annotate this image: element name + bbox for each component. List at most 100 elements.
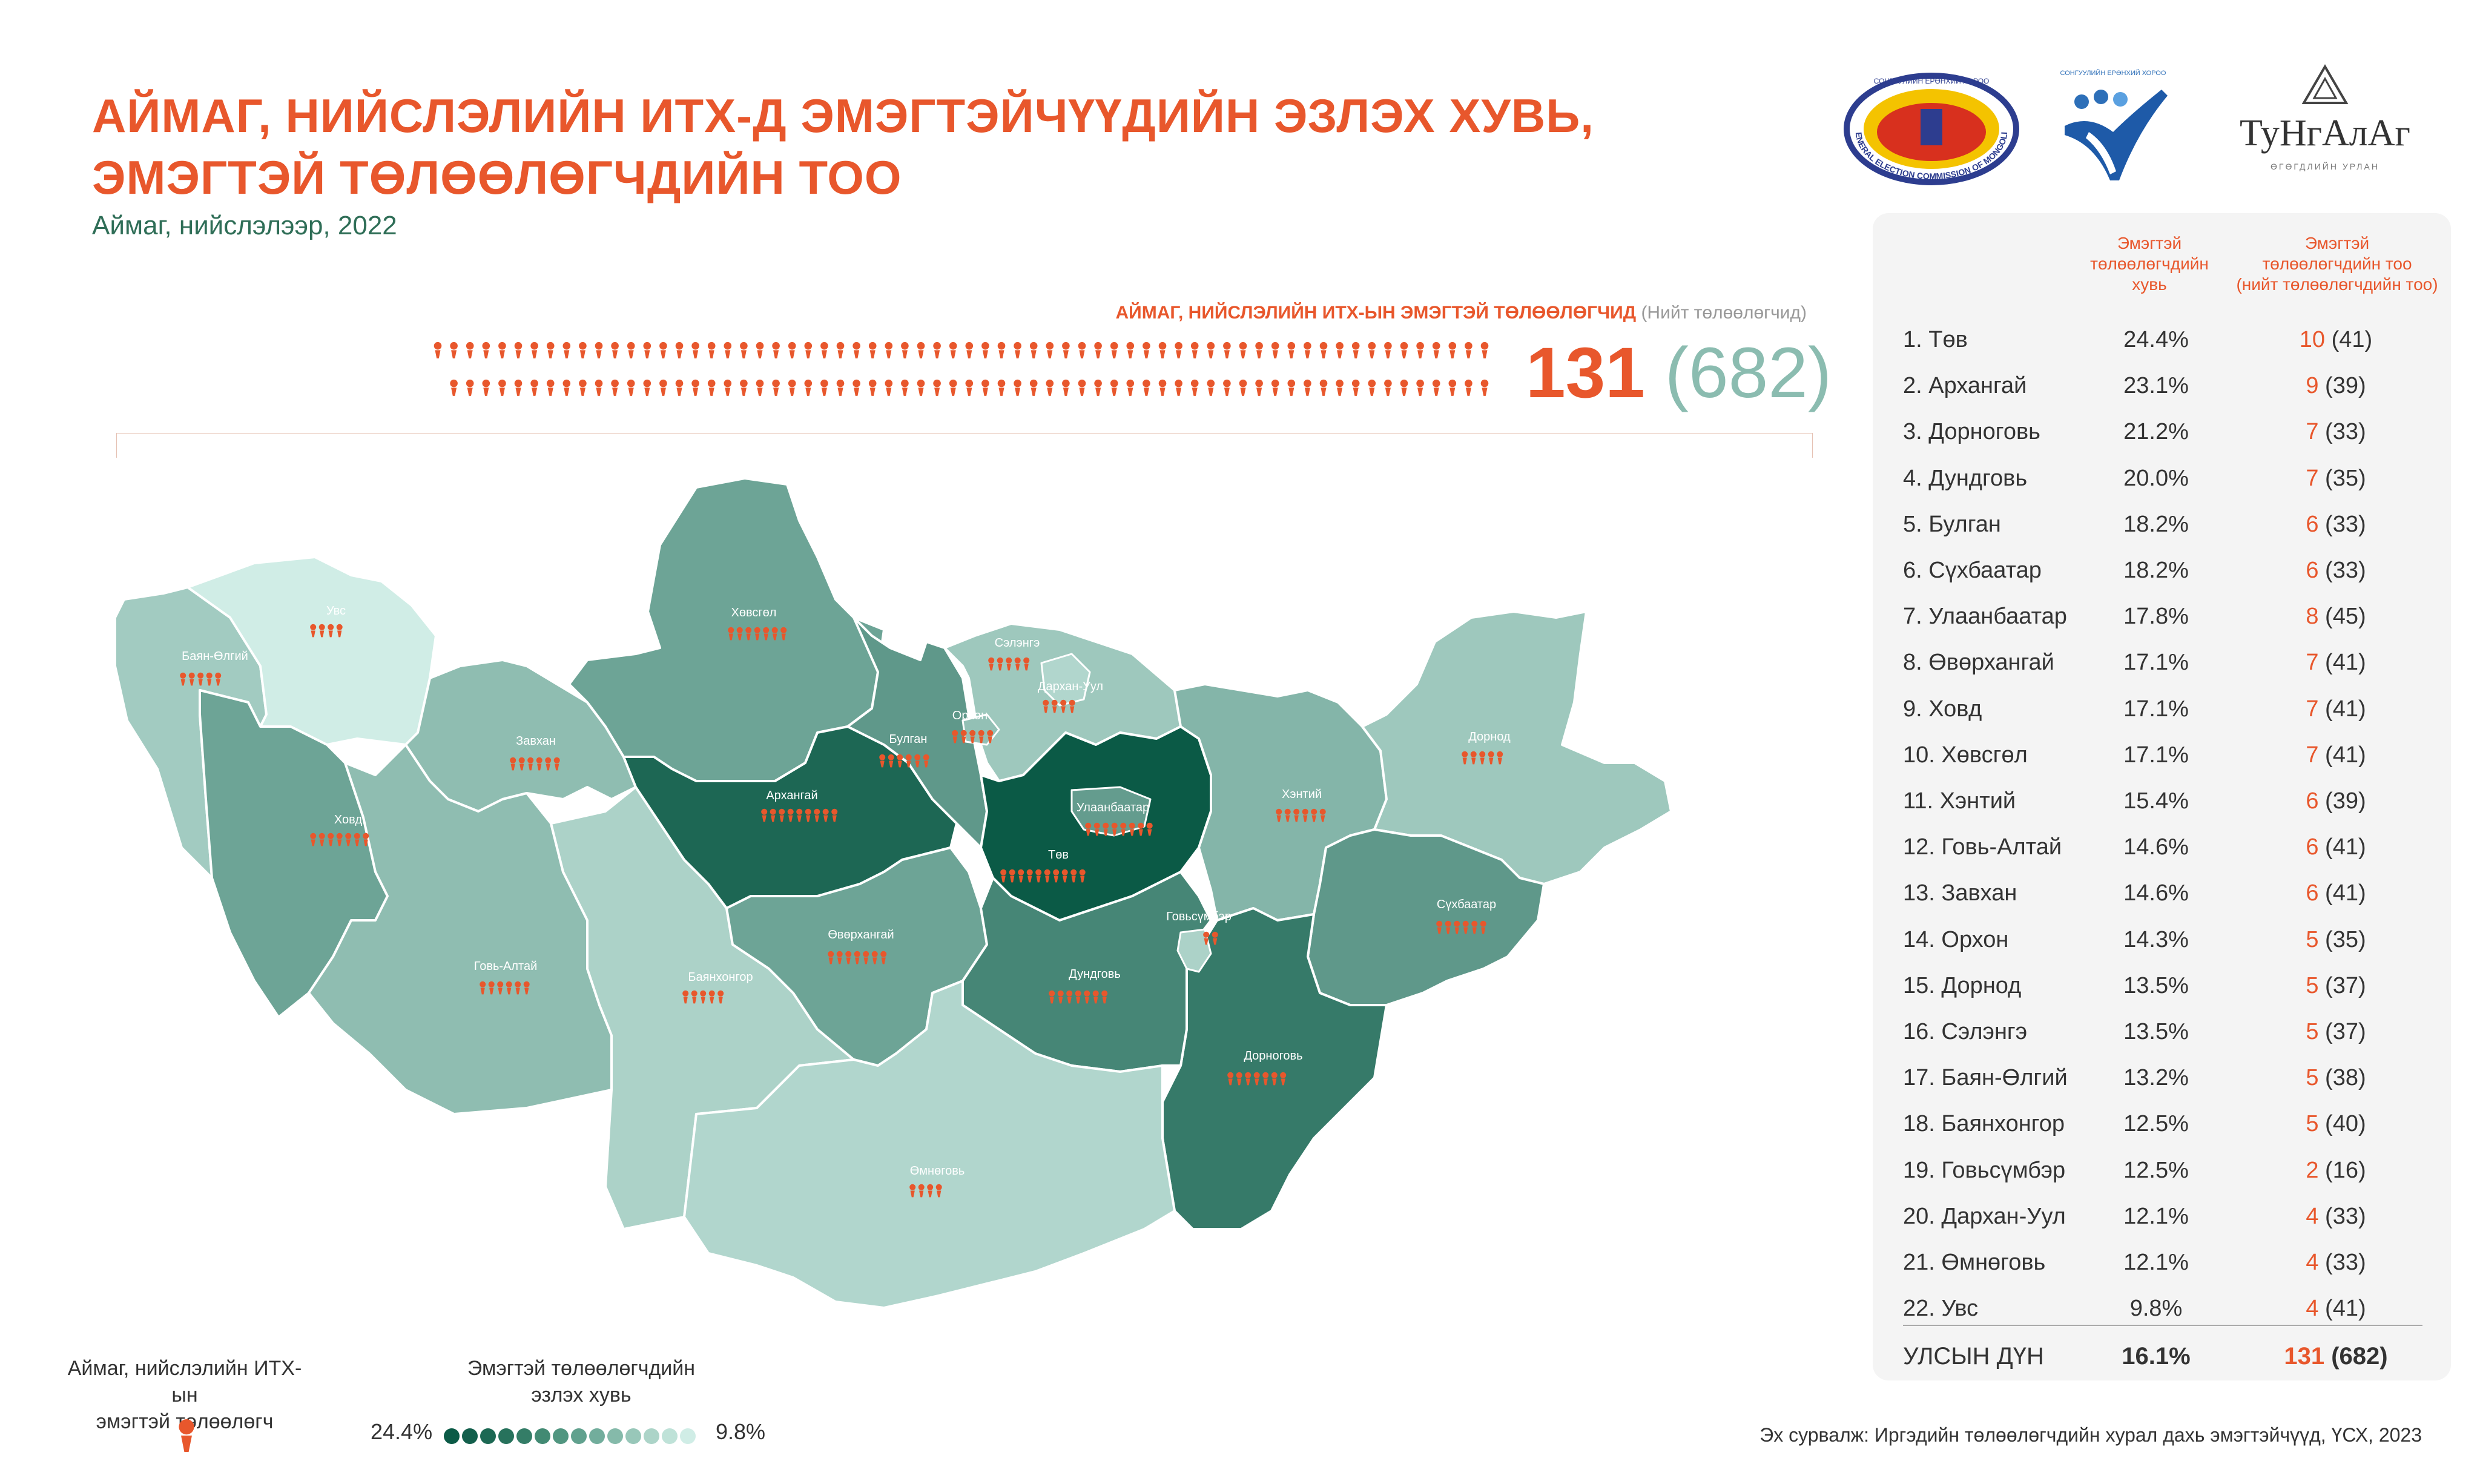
person-icon — [1368, 341, 1376, 358]
person-icon — [1416, 379, 1424, 396]
region-label-орхон: Орхон — [952, 709, 988, 722]
table-row: 3. Дорноговь 21.2% 7 (33) — [1903, 408, 2422, 454]
person-icon — [1436, 920, 1443, 934]
scale-dot — [662, 1428, 678, 1444]
person-icon — [553, 757, 560, 771]
region-говьсүмбэр — [1176, 928, 1212, 973]
person-icon — [788, 379, 796, 396]
region-label-өмнөговь: Өмнөговь — [910, 1164, 965, 1178]
person-icon — [965, 341, 974, 358]
row-pct: 13.5% — [2123, 972, 2189, 998]
person-icon — [707, 341, 716, 358]
row-pct: 20.0% — [2123, 465, 2189, 491]
row-name: 6. Сүхбаатар — [1903, 558, 2042, 583]
person-icon — [1057, 990, 1064, 1004]
person-icon — [562, 341, 571, 358]
person-icon — [498, 341, 506, 358]
person-icon — [1029, 341, 1038, 358]
region-label-говь-алтай: Говь-Алтай — [474, 960, 538, 973]
person-icon — [779, 808, 785, 822]
person-icon — [740, 379, 748, 396]
person-icon — [981, 379, 989, 396]
person-icon — [328, 624, 334, 638]
title-line-2: ЭМЭГТЭЙ ТӨЛӨӨЛӨГЧДИЙН ТОО — [92, 151, 902, 204]
person-icon — [754, 627, 760, 641]
person-icon — [728, 627, 734, 641]
person-icon — [1351, 341, 1360, 358]
region-label-дундговь: Дундговь — [1069, 968, 1121, 981]
table-row: 19. Говьсүмбэр 12.5% 2 (16) — [1903, 1147, 2422, 1193]
person-icon — [1075, 990, 1081, 1004]
person-icon — [1084, 990, 1090, 1004]
person-icon — [180, 672, 186, 686]
scale-dot — [553, 1428, 569, 1444]
row-count: 7 (41) — [2306, 742, 2366, 768]
person-icon — [888, 754, 894, 768]
person-icon — [1432, 379, 1440, 396]
person-icon — [1023, 657, 1030, 671]
region-label-хөвсгөл: Хөвсгөл — [731, 606, 777, 619]
person-icon — [1470, 751, 1477, 765]
person-icon — [179, 1419, 194, 1452]
person-icon — [949, 341, 957, 358]
person-icon — [1175, 341, 1182, 358]
person-icon — [1049, 990, 1055, 1004]
person-icon — [905, 754, 912, 768]
person-icon — [772, 341, 780, 358]
person-icon — [1158, 341, 1167, 358]
person-icon — [845, 951, 852, 965]
person-icon — [1094, 379, 1102, 396]
person-icon — [1465, 379, 1472, 396]
person-icon — [1085, 822, 1092, 836]
person-icon — [1448, 379, 1457, 396]
person-icon — [933, 341, 941, 358]
person-icon — [1276, 808, 1282, 822]
person-icon — [1158, 379, 1167, 396]
person-icon — [595, 341, 603, 358]
person-icon — [530, 379, 538, 396]
person-icon — [1014, 379, 1021, 396]
summary-number: 131 (682) — [1526, 332, 1832, 414]
person-icon — [780, 627, 787, 641]
row-count: 6 (33) — [2306, 511, 2366, 537]
row-name: 14. Орхон — [1903, 926, 2009, 952]
table-row: 8. Өвөрхангай 17.1% 7 (41) — [1903, 639, 2422, 685]
person-icon — [1207, 341, 1215, 358]
person-icon — [1284, 808, 1291, 822]
person-icon — [1053, 869, 1060, 883]
person-icon — [771, 627, 778, 641]
row-name: 5. Булган — [1903, 511, 2001, 537]
person-icon — [1400, 341, 1408, 358]
person-icon — [787, 808, 794, 822]
person-icon — [1111, 822, 1118, 836]
person-icon — [717, 990, 724, 1004]
person-icon — [450, 341, 458, 358]
person-icon — [1445, 920, 1451, 934]
person-icon — [1287, 341, 1296, 358]
scale-dot — [535, 1428, 550, 1444]
scale-dot — [589, 1428, 605, 1444]
legend-icon-label: Аймаг, нийслэлийн ИТХ-ын эмэгтэй төлөөлө… — [67, 1357, 302, 1433]
row-name: 3. Дорноговь — [1903, 419, 2040, 445]
person-icon — [545, 757, 552, 771]
row-count: 4 (33) — [2306, 1203, 2366, 1229]
person-icon — [1319, 808, 1326, 822]
person-icon — [488, 981, 495, 995]
person-icon — [1336, 379, 1344, 396]
person-icon — [363, 833, 369, 846]
region-өмнөговь — [683, 980, 1176, 1309]
person-icon — [1351, 379, 1360, 396]
row-count: 6 (39) — [2306, 788, 2366, 814]
person-icon — [740, 341, 748, 358]
person-icon — [691, 341, 699, 358]
table-row: 10. Хөвсгөл 17.1% 7 (41) — [1903, 731, 2422, 777]
row-count: 5 (37) — [2306, 1019, 2366, 1044]
row-pct: 12.1% — [2123, 1250, 2189, 1275]
person-icon — [1432, 341, 1440, 358]
table-total-row: УЛСЫН ДҮН 16.1% 131 (682) — [1903, 1332, 2422, 1378]
person-icon — [909, 1184, 916, 1198]
person-icon — [933, 379, 941, 396]
person-icon — [1271, 379, 1279, 396]
person-icon — [514, 379, 523, 396]
person-icon — [820, 379, 828, 396]
